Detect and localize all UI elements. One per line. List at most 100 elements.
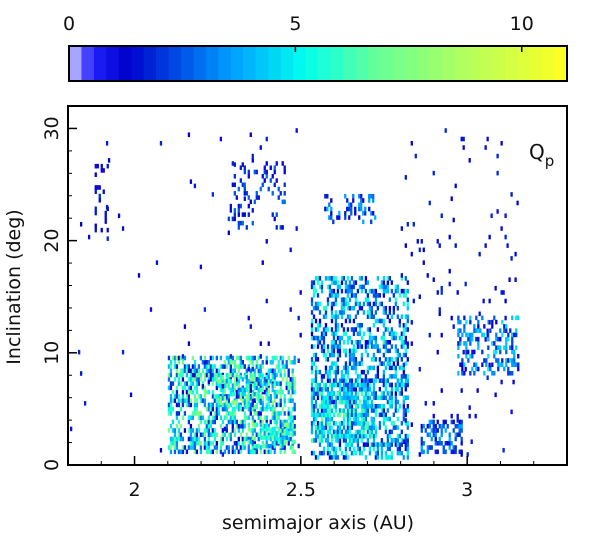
heatmap-cell <box>368 387 372 392</box>
heatmap-cell <box>348 399 352 405</box>
heatmap-cell <box>237 225 240 230</box>
heatmap-cell <box>336 314 340 319</box>
heatmap-cell <box>257 432 260 438</box>
heatmap-cell <box>332 335 336 341</box>
heatmap-cell <box>461 370 464 376</box>
heatmap-cell <box>336 455 340 460</box>
heatmap-cell <box>394 301 397 307</box>
heatmap-cell <box>350 327 354 332</box>
heatmap-cell <box>265 443 268 449</box>
heatmap-cell <box>514 277 517 282</box>
heatmap-cell <box>281 422 284 428</box>
heatmap-cell <box>376 395 380 400</box>
heatmap-cell <box>400 340 403 345</box>
heatmap-cell <box>346 408 350 414</box>
heatmap-cell <box>378 425 382 430</box>
heatmap-cell <box>316 455 320 460</box>
heatmap-cell <box>456 418 459 423</box>
heatmap-cell <box>386 408 389 413</box>
heatmap-cell <box>259 445 262 450</box>
heatmap-cell <box>507 336 510 342</box>
heatmap-cell <box>285 439 288 445</box>
heatmap-cell <box>251 158 254 163</box>
heatmap-cell <box>486 332 489 338</box>
heatmap-cell <box>171 355 175 361</box>
heatmap-cell <box>253 436 256 442</box>
heatmap-cell <box>265 161 268 166</box>
heatmap-cell <box>340 378 344 383</box>
heatmap-cell <box>366 395 370 400</box>
heatmap-cell <box>515 332 518 338</box>
heatmap-cell <box>334 293 338 298</box>
heatmap-cell <box>227 372 230 378</box>
heatmap-cell <box>336 434 340 439</box>
heatmap-cell <box>346 305 350 311</box>
heatmap-cell <box>227 445 230 450</box>
heatmap-cell <box>382 344 385 349</box>
heatmap-cell <box>98 185 101 190</box>
heatmap-cell <box>175 436 179 442</box>
heatmap-cell <box>310 344 314 349</box>
heatmap-cell <box>404 395 407 400</box>
heatmap-cell <box>483 370 486 376</box>
heatmap-cell <box>400 344 403 349</box>
heatmap-cell <box>249 388 252 393</box>
heatmap-cell <box>247 383 250 388</box>
heatmap-cell <box>396 450 399 456</box>
heatmap-cell <box>386 288 389 294</box>
heatmap-cell <box>334 446 338 452</box>
heatmap-cell <box>400 382 403 388</box>
heatmap-cell <box>344 399 348 405</box>
heatmap-cell <box>432 170 435 176</box>
heatmap-cell <box>219 387 222 393</box>
heatmap-cell <box>376 318 380 324</box>
heatmap-cell <box>388 446 391 452</box>
heatmap-cell <box>261 260 264 265</box>
heatmap-cell <box>203 307 207 312</box>
heatmap-cell <box>223 387 226 393</box>
heatmap-cell <box>481 362 484 368</box>
heatmap-cell <box>376 365 380 371</box>
heatmap-cell <box>507 370 510 376</box>
heatmap-cell <box>458 428 461 433</box>
heatmap-cell <box>354 386 358 392</box>
heatmap-cell <box>98 197 101 203</box>
heatmap-cell <box>338 446 342 452</box>
heatmap-cell <box>207 423 211 429</box>
colorbar-band <box>517 46 531 81</box>
heatmap-cell <box>511 332 514 338</box>
heatmap-cell <box>386 340 389 345</box>
heatmap-cell <box>465 353 468 359</box>
heatmap-cell <box>167 411 171 416</box>
heatmap-cell <box>390 335 393 341</box>
heatmap-cell <box>360 305 364 311</box>
colorbar-tick-label: 0 <box>63 13 75 35</box>
heatmap-cell <box>326 327 330 332</box>
colorbar-band <box>542 46 556 81</box>
heatmap-cell <box>344 193 347 199</box>
heatmap-cell <box>217 406 220 412</box>
heatmap-cell <box>173 364 177 369</box>
heatmap-cell <box>394 386 397 392</box>
heatmap-cell <box>173 449 177 455</box>
heatmap-cell <box>185 364 189 369</box>
heatmap-cell <box>100 227 103 233</box>
heatmap-cell <box>227 404 230 410</box>
heatmap-cell <box>285 431 288 436</box>
heatmap-cell <box>320 438 324 443</box>
heatmap-cell <box>330 399 334 405</box>
heatmap-cell <box>328 215 331 220</box>
heatmap-cell <box>293 385 296 391</box>
heatmap-cell <box>265 383 268 388</box>
heatmap-cell <box>348 305 352 311</box>
heatmap-cell <box>438 423 441 429</box>
colorbar-band <box>454 46 468 81</box>
panel-label-subscript: p <box>545 152 555 170</box>
heatmap-cell <box>509 370 512 376</box>
heatmap-cell <box>243 423 246 429</box>
heatmap-cell <box>491 324 494 329</box>
heatmap-cell <box>372 442 376 447</box>
heatmap-cell <box>289 436 292 442</box>
heatmap-cell <box>316 387 320 392</box>
heatmap-cell <box>223 449 226 455</box>
